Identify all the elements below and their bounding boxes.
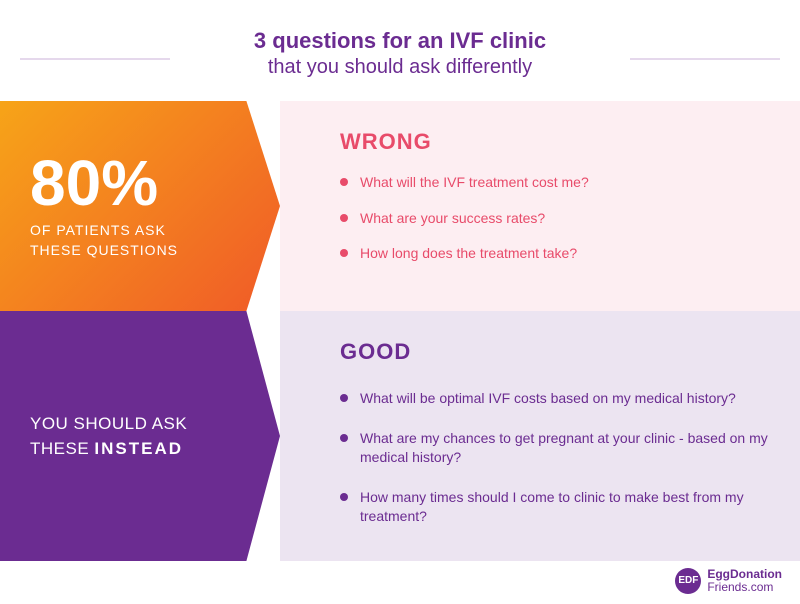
good-band: YOU SHOULD ASK THESE INSTEAD GOOD What w… — [0, 311, 800, 561]
instead-text: YOU SHOULD ASK THESE INSTEAD — [30, 411, 280, 462]
good-question: How many times should I come to clinic t… — [340, 488, 770, 527]
wrong-label: WRONG — [340, 129, 770, 155]
brand-text: EggDonation Friends.com — [707, 568, 782, 594]
footer-brand: EDF EggDonation Friends.com — [675, 568, 782, 594]
stat-subtext: OF PATIENTS ASK THESE QUESTIONS — [30, 221, 280, 260]
good-question-list: What will be optimal IVF costs based on … — [340, 389, 770, 527]
wrong-question: What are your success rates? — [340, 209, 770, 229]
wrong-question-list: What will the IVF treatment cost me? Wha… — [340, 173, 770, 264]
header: 3 questions for an IVF clinic that you s… — [0, 0, 800, 101]
divider-left — [20, 58, 170, 60]
wrong-band: 80% OF PATIENTS ASK THESE QUESTIONS WRON… — [0, 101, 800, 311]
brand-badge-icon: EDF — [675, 568, 701, 594]
good-question: What are my chances to get pregnant at y… — [340, 429, 770, 468]
wrong-question: What will the IVF treatment cost me? — [340, 173, 770, 193]
good-content: GOOD What will be optimal IVF costs base… — [280, 311, 800, 561]
good-stat-panel: YOU SHOULD ASK THESE INSTEAD — [0, 311, 280, 561]
good-label: GOOD — [340, 339, 770, 365]
title-line1: 3 questions for an IVF clinic — [0, 28, 800, 54]
wrong-question: How long does the treatment take? — [340, 244, 770, 264]
good-question: What will be optimal IVF costs based on … — [340, 389, 770, 409]
wrong-content: WRONG What will the IVF treatment cost m… — [280, 101, 800, 311]
wrong-stat-panel: 80% OF PATIENTS ASK THESE QUESTIONS — [0, 101, 280, 311]
divider-right — [630, 58, 780, 60]
stat-percent: 80% — [30, 151, 280, 215]
